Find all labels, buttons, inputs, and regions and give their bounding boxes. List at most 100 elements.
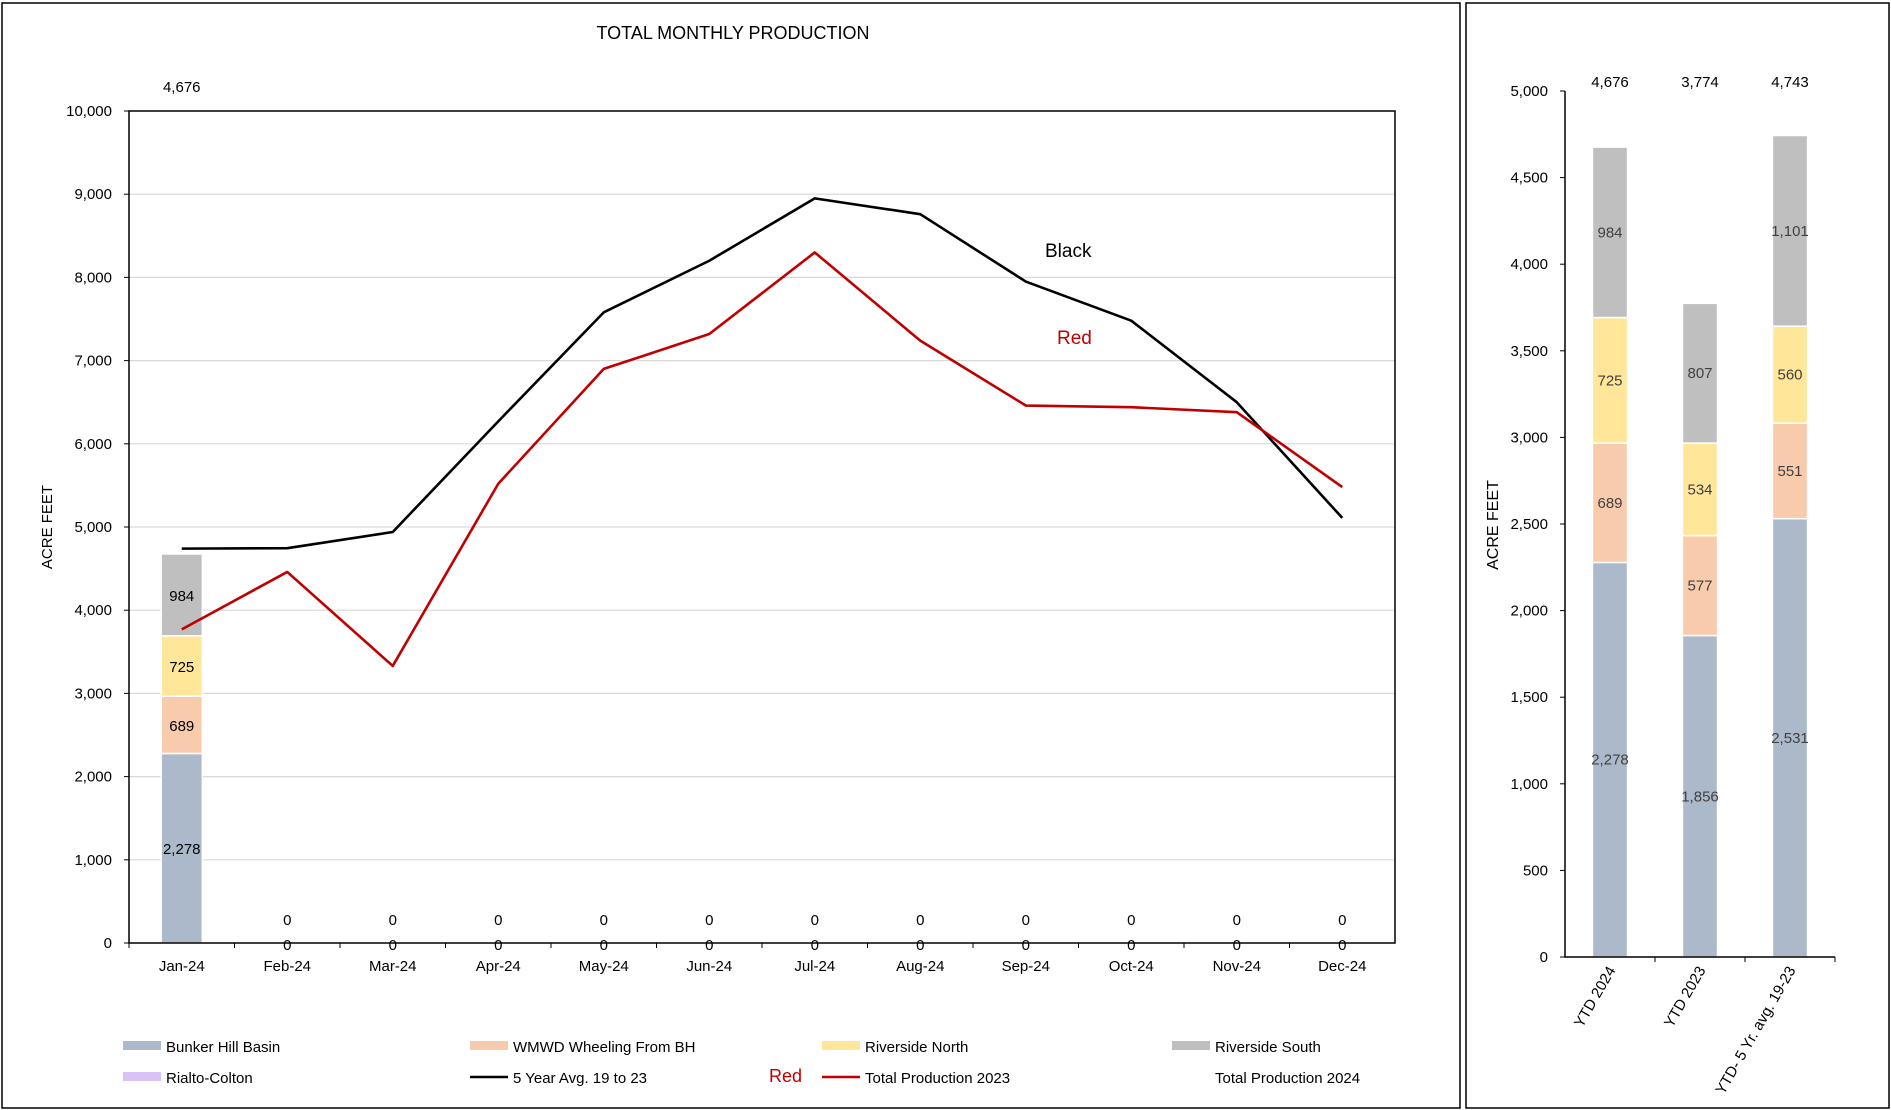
ytd-bar-data-label: 2,278	[1591, 752, 1629, 769]
ytd-bar-segment	[1681, 442, 1719, 537]
legend-label: Bunker Hill Basin	[166, 1039, 280, 1056]
bar-data-label: 0	[811, 912, 819, 929]
main-y-tick-label: 1,000	[74, 852, 112, 869]
legend-swatch	[123, 1072, 161, 1081]
series-line	[181, 197, 1344, 550]
ytd-bar-data-label: 1,101	[1771, 223, 1809, 240]
main-chart-frame	[1, 2, 1461, 1109]
main-chart-title: TOTAL MONTHLY PRODUCTION	[596, 23, 869, 43]
ytd-y-tick-label: 0	[1540, 949, 1548, 966]
legend-swatch	[1172, 1041, 1210, 1050]
ytd-bar-data-label: 725	[1597, 372, 1622, 389]
main-x-tick-label: May-24	[579, 958, 629, 975]
ytd-bar-segment	[1771, 517, 1809, 958]
ytd-y-tick-label: 5,000	[1510, 83, 1548, 100]
stacked-bar-segment	[160, 695, 204, 755]
main-y-axis-label: ACRE FEET	[39, 485, 56, 569]
main-data-labels: 2,278 689 725 984 0 0 0 0 0 0 0 0 0 0 0 0 0 0 0 0 0 0 0 0 0 0 4,67…	[163, 79, 1346, 954]
ytd-bar-data-label: 534	[1687, 481, 1712, 498]
main-y-axis-ticks: 0 1,000 2,000 3,000 4,000 5,000 6,000 7,000 8,00…	[66, 103, 129, 952]
bar-data-label: 0	[1233, 937, 1241, 954]
ytd-y-tick-label: 2,500	[1510, 516, 1548, 533]
main-x-tick-label: Apr-24	[476, 958, 521, 975]
ytd-bar-total-label: 4,676	[1591, 74, 1629, 91]
main-gridlines	[129, 193, 1395, 861]
main-x-axis-ticks: Jan-24 Feb-24 Mar-24 Apr-24 May-24 Jun-24 Jul-…	[128, 943, 1366, 975]
series-line	[181, 251, 1344, 668]
ytd-bar-total-label: 3,774	[1681, 74, 1719, 91]
main-y-tick-label: 3,000	[74, 685, 112, 702]
bar-data-label: 0	[600, 912, 608, 929]
main-y-tick-label: 0	[104, 935, 112, 952]
annotation-red: Red	[1057, 328, 1092, 349]
ytd-bar-segment	[1771, 325, 1809, 424]
main-bars	[160, 553, 204, 944]
legend-label: Rialto-Colton	[166, 1070, 253, 1087]
bar-data-label: 0	[705, 912, 713, 929]
main-x-tick-label: Oct-24	[1109, 958, 1154, 975]
ytd-bar-segment	[1681, 634, 1719, 958]
main-x-tick-label: Jan-24	[159, 958, 205, 975]
ytd-y-axis-ticks: 0 500 1,000 1,500 2,000 2,500 3,000 3,500 4,000 4…	[1510, 83, 1565, 966]
annotation-black: Black	[1045, 241, 1092, 262]
ytd-chart-frame	[1465, 2, 1890, 1109]
ytd-bar-data-label: 689	[1597, 495, 1622, 512]
bar-data-label: 0	[916, 912, 924, 929]
bar-data-label: 0	[1338, 912, 1346, 929]
main-lines	[181, 197, 1344, 668]
legend-label: Total Production 2023	[865, 1070, 1010, 1087]
main-y-tick-label: 9,000	[74, 186, 112, 203]
legend-swatch	[822, 1041, 860, 1050]
bar-total-label: 4,676	[163, 79, 201, 96]
ytd-y-tick-label: 3,500	[1510, 343, 1548, 360]
bar-data-label: 0	[283, 937, 291, 954]
main-y-tick-label: 8,000	[74, 269, 112, 286]
ytd-y-axis-label: ACRE FEET	[1485, 480, 1502, 570]
ytd-bars	[1591, 134, 1809, 958]
legend-label: Riverside South	[1215, 1039, 1321, 1056]
main-x-tick-label: Aug-24	[896, 958, 944, 975]
ytd-bar-total-label: 4,743	[1771, 74, 1809, 91]
main-x-tick-label: Mar-24	[369, 958, 417, 975]
ytd-y-tick-label: 500	[1523, 862, 1548, 879]
main-y-tick-label: 4,000	[74, 602, 112, 619]
ytd-bar-data-label: 807	[1687, 365, 1712, 382]
main-x-tick-label: Jun-24	[686, 958, 732, 975]
ytd-bar-segment	[1681, 302, 1719, 444]
ytd-bar-data-label: 1,856	[1681, 788, 1719, 805]
ytd-y-tick-label: 4,000	[1510, 256, 1548, 273]
main-y-tick-label: 10,000	[66, 103, 112, 120]
ytd-data-labels: 2,278 689 725 984 4,676 1,856 577 534 807 3,774 2,…	[1591, 74, 1809, 805]
legend-label: 5 Year Avg. 19 to 23	[513, 1070, 647, 1087]
bar-data-label: 0	[283, 912, 291, 929]
ytd-bar-data-label: 560	[1777, 367, 1802, 384]
ytd-y-tick-label: 1,500	[1510, 689, 1548, 706]
ytd-bar-segment	[1591, 561, 1629, 958]
bar-data-label: 689	[169, 718, 194, 735]
ytd-y-tick-label: 3,000	[1510, 429, 1548, 446]
bar-data-label: 0	[705, 937, 713, 954]
bar-data-label: 0	[600, 937, 608, 954]
main-y-tick-label: 5,000	[74, 519, 112, 536]
bar-data-label: 984	[169, 588, 194, 605]
ytd-bar-segment	[1771, 134, 1809, 327]
ytd-y-tick-label: 4,500	[1510, 170, 1548, 187]
main-legend: Bunker Hill Basin WMWD Wheeling From BH Ri…	[123, 1039, 1360, 1087]
ytd-bar-data-label: 2,531	[1771, 730, 1809, 747]
ytd-y-tick-label: 1,000	[1510, 776, 1548, 793]
bar-data-label: 0	[389, 912, 397, 929]
bar-data-label: 0	[494, 937, 502, 954]
main-y-tick-label: 7,000	[74, 353, 112, 370]
legend-label: Total Production 2024	[1215, 1070, 1360, 1087]
bar-data-label: 0	[1338, 937, 1346, 954]
legend-swatch	[123, 1041, 161, 1050]
main-x-tick-label: Sep-24	[1002, 958, 1050, 975]
bar-data-label: 0	[389, 937, 397, 954]
bar-data-label: 0	[1127, 912, 1135, 929]
main-x-tick-label: Feb-24	[263, 958, 311, 975]
main-y-tick-label: 6,000	[74, 436, 112, 453]
main-y-tick-label: 2,000	[74, 769, 112, 786]
legend-swatch	[470, 1041, 508, 1050]
bar-data-label: 725	[169, 659, 194, 676]
